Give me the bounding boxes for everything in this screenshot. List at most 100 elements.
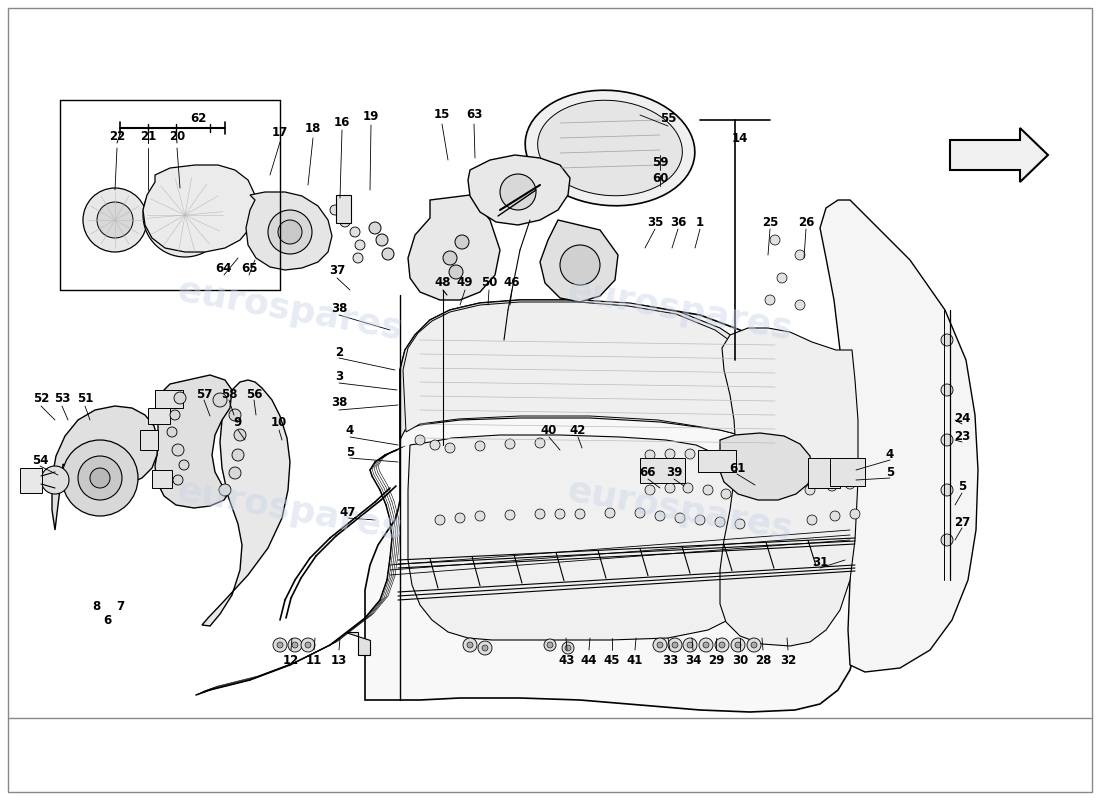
Polygon shape — [540, 220, 618, 302]
Polygon shape — [400, 300, 796, 460]
Circle shape — [735, 519, 745, 529]
Text: 56: 56 — [245, 387, 262, 401]
Text: 52: 52 — [33, 393, 50, 406]
Text: 44: 44 — [581, 654, 597, 666]
Circle shape — [705, 451, 715, 461]
Circle shape — [449, 265, 463, 279]
Circle shape — [62, 440, 138, 516]
Text: 32: 32 — [780, 654, 796, 666]
Circle shape — [764, 295, 776, 305]
Bar — [155, 390, 183, 408]
Ellipse shape — [525, 90, 695, 206]
Polygon shape — [202, 380, 290, 626]
Circle shape — [560, 245, 600, 285]
Circle shape — [562, 642, 574, 654]
Text: 20: 20 — [169, 130, 185, 143]
Text: 48: 48 — [434, 277, 451, 290]
Circle shape — [535, 509, 544, 519]
Circle shape — [544, 639, 556, 651]
Polygon shape — [718, 433, 812, 500]
Text: 61: 61 — [729, 462, 745, 474]
Text: 26: 26 — [798, 215, 814, 229]
Text: 62: 62 — [190, 111, 206, 125]
Text: 10: 10 — [271, 417, 287, 430]
Circle shape — [751, 642, 757, 648]
Bar — [140, 430, 158, 450]
Circle shape — [350, 227, 360, 237]
Circle shape — [273, 638, 287, 652]
Circle shape — [827, 481, 837, 491]
Circle shape — [547, 642, 553, 648]
Circle shape — [305, 642, 311, 648]
Circle shape — [213, 393, 227, 407]
Text: 38: 38 — [331, 302, 348, 314]
Text: 9: 9 — [234, 417, 242, 430]
Text: 31: 31 — [812, 555, 828, 569]
Circle shape — [666, 449, 675, 459]
Circle shape — [455, 235, 469, 249]
Circle shape — [505, 439, 515, 449]
Circle shape — [376, 234, 388, 246]
Bar — [336, 195, 351, 223]
Text: 43: 43 — [559, 654, 575, 666]
Bar — [640, 458, 685, 483]
Text: 2: 2 — [334, 346, 343, 358]
Circle shape — [170, 410, 180, 420]
Text: 14: 14 — [732, 131, 748, 145]
Circle shape — [475, 441, 485, 451]
Text: eurospares: eurospares — [175, 474, 406, 546]
Circle shape — [174, 392, 186, 404]
Circle shape — [340, 217, 350, 227]
Text: 58: 58 — [221, 387, 238, 401]
Text: 54: 54 — [32, 454, 48, 466]
Circle shape — [368, 222, 381, 234]
Text: 60: 60 — [652, 173, 668, 186]
Bar — [152, 470, 172, 488]
Circle shape — [940, 434, 953, 446]
Text: 4: 4 — [886, 447, 894, 461]
Polygon shape — [408, 435, 758, 640]
Polygon shape — [408, 195, 501, 300]
Polygon shape — [345, 632, 370, 655]
Text: 12: 12 — [283, 654, 299, 666]
Circle shape — [157, 187, 213, 243]
Circle shape — [645, 485, 654, 495]
Circle shape — [695, 515, 705, 525]
Circle shape — [653, 638, 667, 652]
Text: 42: 42 — [570, 423, 586, 437]
Text: 4: 4 — [345, 423, 354, 437]
Circle shape — [229, 467, 241, 479]
Circle shape — [807, 515, 817, 525]
Circle shape — [703, 642, 710, 648]
Text: 17: 17 — [272, 126, 288, 139]
Circle shape — [795, 300, 805, 310]
Circle shape — [143, 173, 227, 257]
Circle shape — [446, 443, 455, 453]
Text: eurospares: eurospares — [564, 274, 795, 346]
Circle shape — [468, 642, 473, 648]
Text: 5: 5 — [345, 446, 354, 458]
Bar — [808, 458, 840, 488]
Circle shape — [301, 638, 315, 652]
Circle shape — [940, 484, 953, 496]
Polygon shape — [468, 155, 570, 225]
Circle shape — [720, 489, 732, 499]
Text: 36: 36 — [670, 215, 686, 229]
Circle shape — [443, 251, 456, 265]
Circle shape — [173, 475, 183, 485]
Circle shape — [725, 455, 735, 465]
Circle shape — [688, 642, 693, 648]
Circle shape — [482, 645, 488, 651]
Text: 45: 45 — [604, 654, 620, 666]
Circle shape — [78, 456, 122, 500]
Circle shape — [478, 641, 492, 655]
Circle shape — [232, 449, 244, 461]
Circle shape — [434, 515, 446, 525]
Circle shape — [715, 638, 729, 652]
Circle shape — [173, 203, 197, 227]
Circle shape — [355, 240, 365, 250]
Circle shape — [97, 202, 133, 238]
Circle shape — [770, 235, 780, 245]
Bar — [830, 458, 865, 486]
Circle shape — [940, 384, 953, 396]
